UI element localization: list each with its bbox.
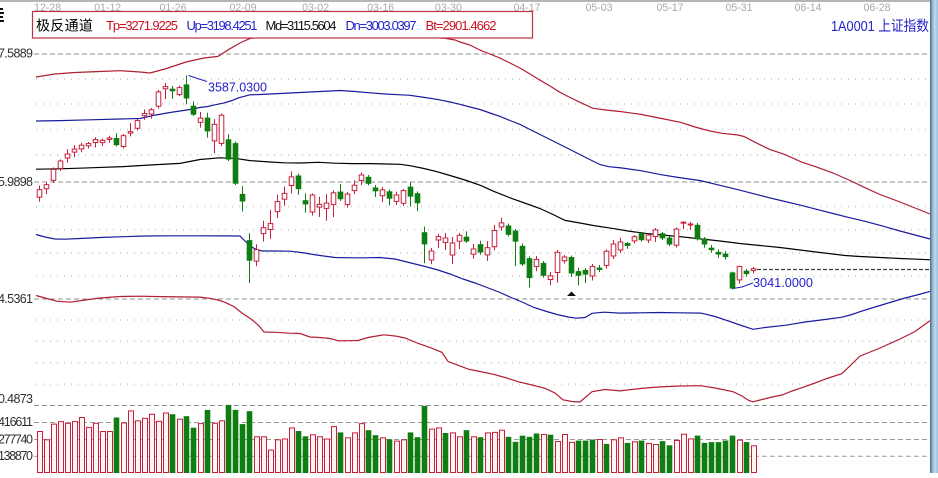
svg-text:3587.0300: 3587.0300 <box>208 81 267 95</box>
svg-text:极反通道: 极反通道 <box>36 18 93 34</box>
svg-text:7.5889: 7.5889 <box>0 47 33 61</box>
svg-text:416611: 416611 <box>0 415 33 429</box>
svg-text:277740: 277740 <box>0 433 33 447</box>
svg-text:0.4873: 0.4873 <box>0 392 33 406</box>
svg-text:05-17: 05-17 <box>657 2 684 14</box>
svg-text:3041.0000: 3041.0000 <box>753 276 813 290</box>
svg-text:138870: 138870 <box>0 449 33 463</box>
svg-text:06-28: 06-28 <box>864 2 891 14</box>
svg-text:5.9898: 5.9898 <box>0 175 33 189</box>
svg-text:06-14: 06-14 <box>795 2 822 14</box>
svg-text:05-31: 05-31 <box>726 2 753 14</box>
svg-text:05-03: 05-03 <box>586 2 613 14</box>
svg-text:1A0001 上证指数: 1A0001 上证指数 <box>831 18 929 35</box>
svg-text:4.5361: 4.5361 <box>0 292 33 306</box>
